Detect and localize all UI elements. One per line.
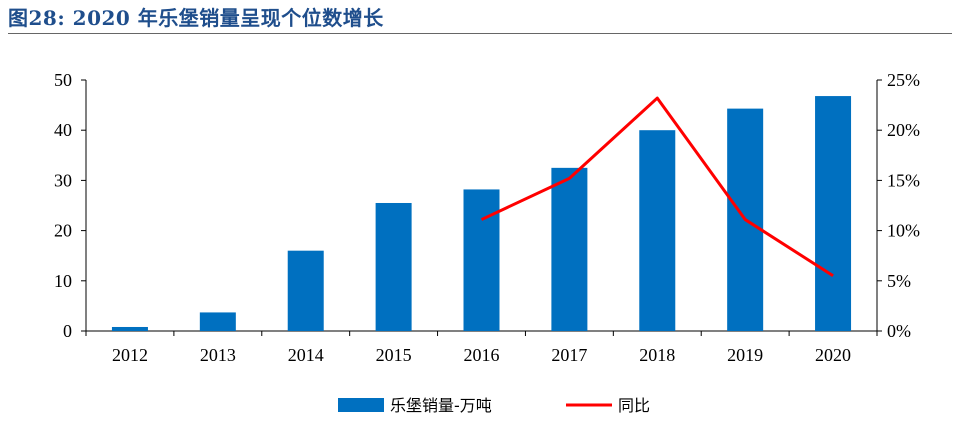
y-right-tick-label: 20% <box>887 120 920 140</box>
yoy-line <box>480 96 834 278</box>
y-left-tick-label: 0 <box>63 321 72 341</box>
bar <box>551 167 588 331</box>
bar <box>815 96 852 332</box>
y-right-tick-label: 10% <box>887 221 920 241</box>
x-tick-label: 2017 <box>551 345 587 365</box>
line-series <box>480 96 834 278</box>
y-right-tick-label: 5% <box>887 271 911 291</box>
x-tick-label: 2020 <box>815 345 851 365</box>
legend: 乐堡销量-万吨 同比 <box>338 396 650 415</box>
x-tick-label: 2019 <box>727 345 763 365</box>
title-divider <box>8 33 952 34</box>
y-left-tick-label: 30 <box>54 170 72 190</box>
x-tick-label: 2012 <box>112 345 148 365</box>
x-tick-label: 2016 <box>464 345 500 365</box>
x-tick-label: 2018 <box>639 345 675 365</box>
y-left-tick-label: 20 <box>54 221 72 241</box>
bar <box>287 250 324 331</box>
bar-series <box>111 96 852 332</box>
y-left-tick-label: 40 <box>54 120 72 140</box>
bar <box>375 202 412 331</box>
x-tick-label: 2013 <box>200 345 236 365</box>
bar <box>111 326 148 331</box>
y-right-tick-label: 25% <box>887 70 920 90</box>
bar <box>463 189 500 331</box>
y-left-tick-label: 10 <box>54 271 72 291</box>
x-tick-label: 2015 <box>376 345 412 365</box>
bar <box>639 130 676 331</box>
chart-title: 图28: 2020 年乐堡销量呈现个位数增长 <box>8 6 384 30</box>
bar <box>199 312 236 331</box>
legend-label-bar: 乐堡销量-万吨 <box>390 396 492 415</box>
legend-label-line: 同比 <box>618 396 650 415</box>
legend-swatch-bar <box>338 398 384 412</box>
y-right-tick-label: 15% <box>887 170 920 190</box>
y-left-tick-label: 50 <box>54 70 72 90</box>
y-right-tick-label: 0% <box>887 321 911 341</box>
x-tick-label: 2014 <box>288 345 324 365</box>
